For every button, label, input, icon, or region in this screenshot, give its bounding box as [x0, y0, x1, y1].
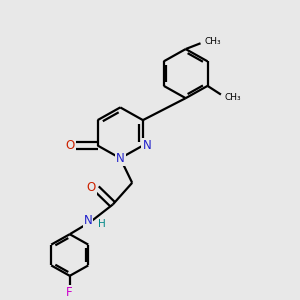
Text: N: N	[116, 152, 125, 165]
Text: O: O	[86, 181, 96, 194]
Text: F: F	[65, 286, 72, 299]
Text: CH₃: CH₃	[204, 37, 221, 46]
Text: O: O	[65, 139, 75, 152]
Text: N: N	[84, 214, 93, 227]
Text: N: N	[142, 139, 151, 152]
Text: H: H	[98, 219, 106, 229]
Text: CH₃: CH₃	[225, 93, 242, 102]
